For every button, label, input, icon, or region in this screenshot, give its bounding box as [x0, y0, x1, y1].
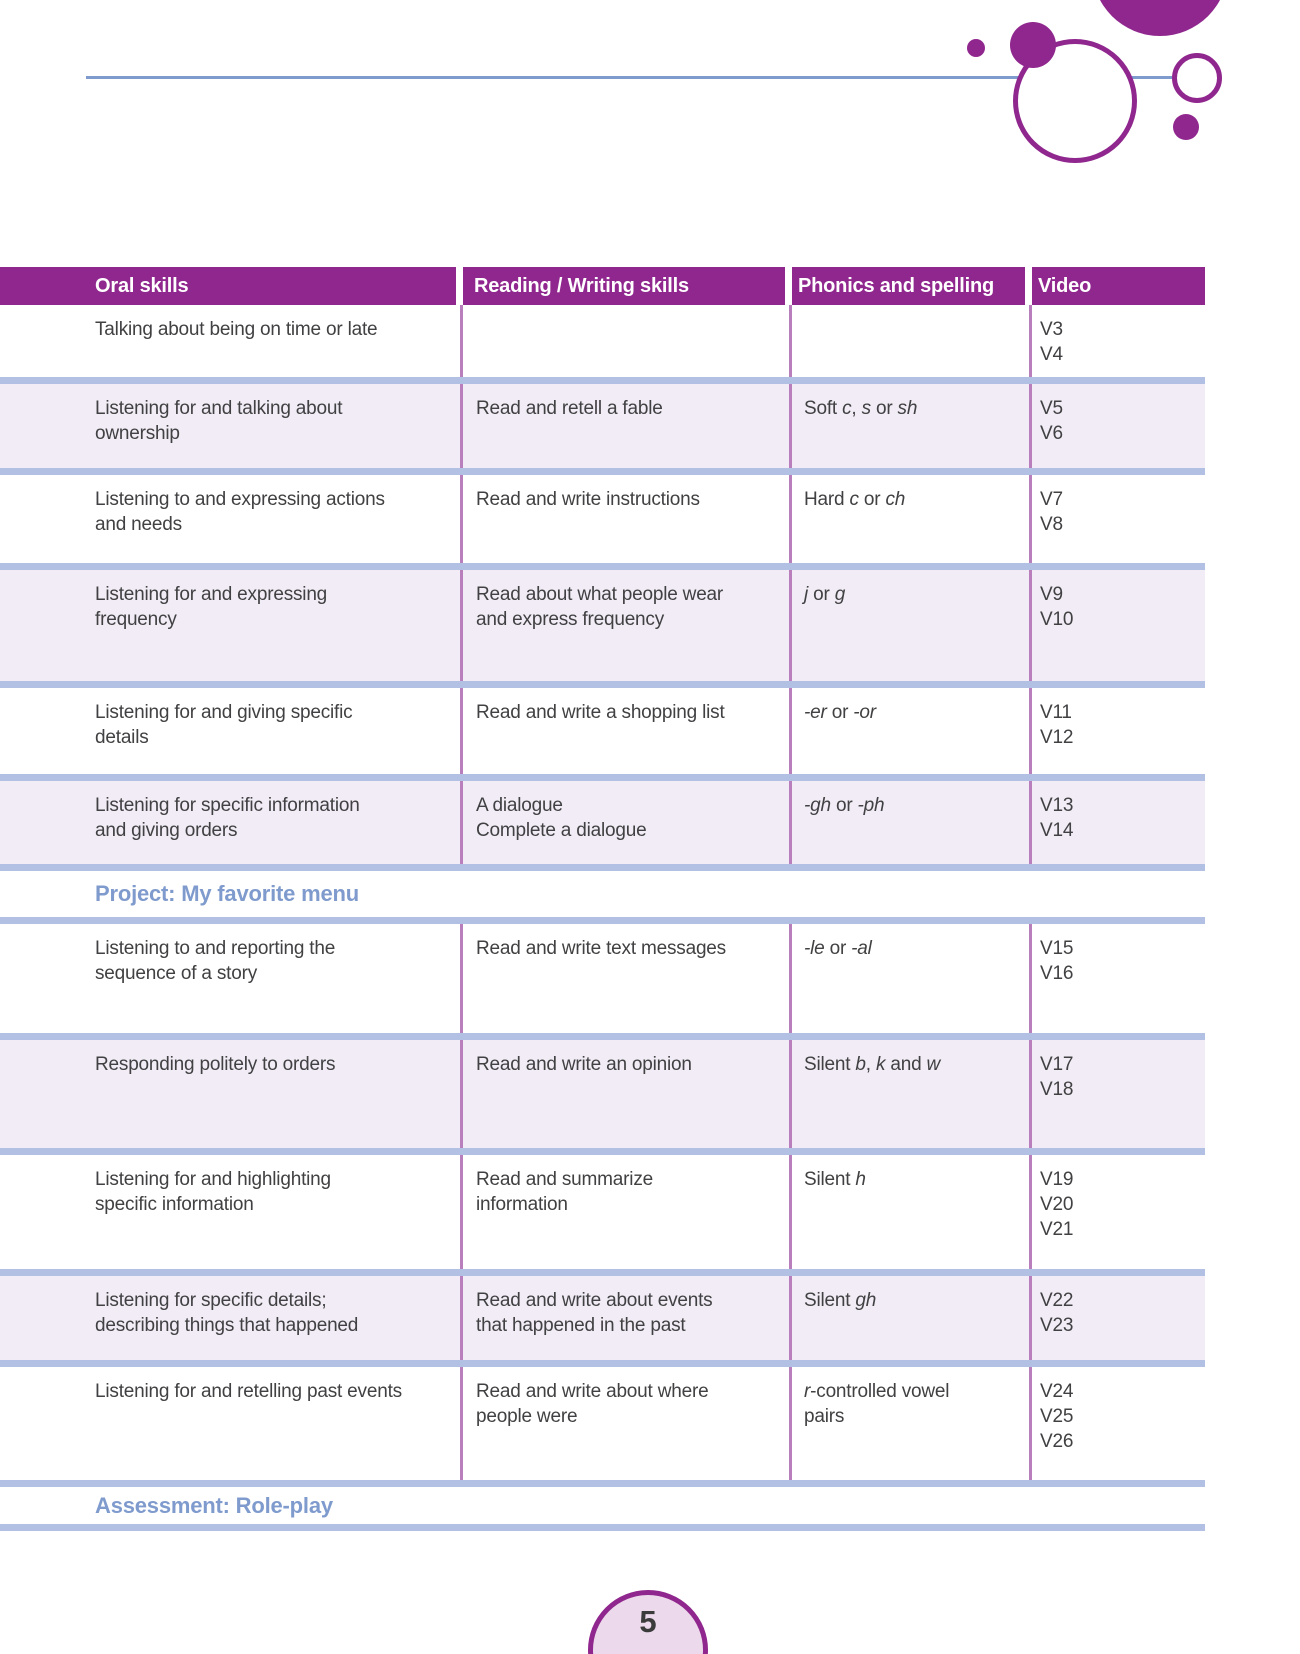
- header-cell-oral-skills: Oral skills: [0, 267, 456, 305]
- row-divider-bar: [0, 563, 1205, 570]
- reading-writing-cell: A dialogue Complete a dialogue: [460, 781, 789, 864]
- video-cell: V24 V25 V26: [1029, 1367, 1205, 1480]
- oral-skills-cell: Talking about being on time or late: [95, 319, 378, 340]
- video-cell: V5 V6: [1029, 384, 1205, 468]
- phonics-spelling-cell: [789, 305, 1029, 377]
- oral-skills-cell: Listening for specific information and g…: [95, 795, 360, 841]
- phonics-spelling-cell: r-controlled vowel pairs: [789, 1367, 1029, 1480]
- band-label: Project: My favorite menu: [95, 881, 359, 906]
- table-row: Listening for and giving specific detail…: [0, 688, 1205, 774]
- oral-skills-cell: Listening for and retelling past events: [95, 1381, 402, 1402]
- reading-writing-cell: Read and write instructions: [460, 475, 789, 563]
- row-divider-bar: [0, 1033, 1205, 1040]
- phonics-spelling-cell: Silent h: [789, 1155, 1029, 1269]
- row-divider-bar: [0, 917, 1205, 924]
- header-cell-phonics-and-spelling: Phonics and spelling: [792, 267, 1025, 305]
- reading-writing-cell: Read about what people wear and express …: [460, 570, 789, 681]
- reading-writing-cell: Read and write about where people were: [460, 1367, 789, 1480]
- oral-skills-cell: Listening for and giving specific detail…: [95, 702, 353, 748]
- table-row: Listening for specific details; describi…: [0, 1276, 1205, 1360]
- row-divider-bar: [0, 468, 1205, 475]
- header-label: Oral skills: [95, 274, 189, 297]
- decorative-ring-small-icon: [1172, 53, 1222, 103]
- reading-writing-cell: [460, 305, 789, 377]
- row-divider-bar: [0, 1480, 1205, 1487]
- video-cell: V13 V14: [1029, 781, 1205, 864]
- table-row: Talking about being on time or late V3 V4: [0, 305, 1205, 377]
- oral-skills-cell: Listening for and expressing frequency: [95, 584, 328, 630]
- table-row: Responding politely to orders Read and wr…: [0, 1040, 1205, 1148]
- syllabus-table: Oral skills Reading / Writing skills Pho…: [0, 267, 1205, 1531]
- phonics-spelling-cell: Soft c, s or sh: [789, 384, 1029, 468]
- video-cell: V9 V10: [1029, 570, 1205, 681]
- oral-skills-cell: Listening for and talking about ownershi…: [95, 398, 343, 444]
- header-label: Reading / Writing skills: [474, 274, 689, 297]
- video-cell: V17 V18: [1029, 1040, 1205, 1148]
- reading-writing-cell: Read and write an opinion: [460, 1040, 789, 1148]
- reading-writing-cell: Read and write a shopping list: [460, 688, 789, 774]
- decorative-circle-corner-icon: [1092, 0, 1228, 36]
- oral-skills-cell: Listening to and reporting the sequence …: [95, 938, 336, 984]
- row-divider-bar: [0, 1148, 1205, 1155]
- oral-skills-cell: Listening for specific details; describi…: [95, 1290, 359, 1336]
- header-label: Phonics and spelling: [798, 274, 995, 297]
- row-divider-bar: [0, 1524, 1205, 1531]
- section-band-heading: Assessment: Role-play: [0, 1487, 1205, 1524]
- table-row: Listening for and expressing frequency Re…: [0, 570, 1205, 681]
- phonics-spelling-cell: Silent gh: [789, 1276, 1029, 1360]
- page-number: 5: [639, 1604, 657, 1639]
- phonics-spelling-cell: j or g: [789, 570, 1029, 681]
- row-divider-bar: [0, 864, 1205, 871]
- reading-writing-cell: Read and summarize information: [460, 1155, 789, 1269]
- table-row: Listening for and highlighting specific …: [0, 1155, 1205, 1269]
- video-cell: V15 V16: [1029, 924, 1205, 1033]
- row-divider-bar: [0, 377, 1205, 384]
- top-divider-line: [86, 76, 1172, 79]
- table-row: Listening for and retelling past events R…: [0, 1367, 1205, 1480]
- header-label: Video: [1038, 274, 1092, 297]
- header-cell-video: Video: [1032, 267, 1205, 305]
- phonics-spelling-cell: -gh or -ph: [789, 781, 1029, 864]
- oral-skills-cell: Listening to and expressing actions and …: [95, 489, 385, 535]
- table-header-row: Oral skills Reading / Writing skills Pho…: [0, 267, 1205, 305]
- video-cell: V19 V20 V21: [1029, 1155, 1205, 1269]
- page-number-badge: 5: [588, 1590, 708, 1654]
- section-band-heading: Project: My favorite menu: [0, 871, 1205, 917]
- video-cell: V3 V4: [1029, 305, 1205, 377]
- video-cell: V7 V8: [1029, 475, 1205, 563]
- row-divider-bar: [0, 1360, 1205, 1367]
- phonics-spelling-cell: -le or -al: [789, 924, 1029, 1033]
- video-cell: V11 V12: [1029, 688, 1205, 774]
- header-cell-reading-writing-skills: Reading / Writing skills: [463, 267, 785, 305]
- reading-writing-cell: Read and write text messages: [460, 924, 789, 1033]
- decorative-circle-medium-icon: [1010, 22, 1056, 68]
- decorative-dot-icon: [1173, 114, 1199, 140]
- table-row: Listening for specific information and g…: [0, 781, 1205, 864]
- decorative-dot-icon: [967, 39, 985, 57]
- oral-skills-cell: Listening for and highlighting specific …: [95, 1169, 331, 1215]
- row-divider-bar: [0, 681, 1205, 688]
- reading-writing-cell: Read and write about events that happene…: [460, 1276, 789, 1360]
- table-row: Listening to and expressing actions and …: [0, 475, 1205, 563]
- phonics-spelling-cell: -er or -or: [789, 688, 1029, 774]
- phonics-spelling-cell: Hard c or ch: [789, 475, 1029, 563]
- row-divider-bar: [0, 774, 1205, 781]
- reading-writing-cell: Read and retell a fable: [460, 384, 789, 468]
- table-body: Talking about being on time or late V3 V4 L…: [0, 305, 1205, 1531]
- table-row: Listening to and reporting the sequence …: [0, 924, 1205, 1033]
- phonics-spelling-cell: Silent b, k and w: [789, 1040, 1029, 1148]
- table-row: Listening for and talking about ownershi…: [0, 384, 1205, 468]
- band-label: Assessment: Role-play: [95, 1492, 333, 1518]
- video-cell: V22 V23: [1029, 1276, 1205, 1360]
- row-divider-bar: [0, 1269, 1205, 1276]
- oral-skills-cell: Responding politely to orders: [95, 1054, 336, 1075]
